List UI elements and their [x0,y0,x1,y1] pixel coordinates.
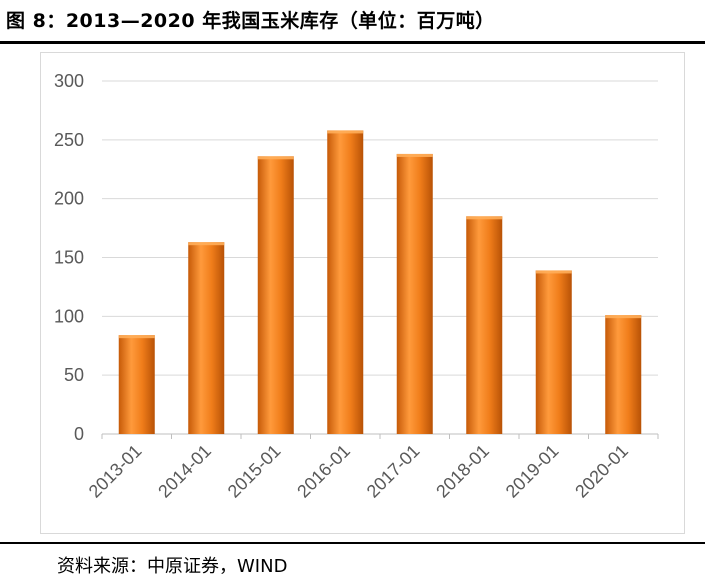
bar-2019-01 [535,270,572,434]
bar-2014-01 [188,242,225,434]
y-tick-label: 0 [74,424,84,444]
bar-2017-01 [396,153,433,434]
bar-top-highlight [118,335,155,339]
bar-top-highlight [605,315,642,319]
x-axis-ticks: 2013-01 2014-01 2015-01 2016-01 2017-01 2018-… [85,441,632,502]
x-tick-label: 2014-01 [154,441,215,502]
bar-top-highlight [535,270,572,274]
bar-2018-01 [466,216,503,434]
source-note: 资料来源：中原证券，WIND [57,556,288,577]
source-divider [0,542,705,544]
bar-2013-01 [118,335,155,434]
y-tick-label: 250 [54,130,84,150]
x-tick-label: 2020-01 [571,441,632,502]
bar-2020-01 [605,315,642,434]
x-tick-label: 2017-01 [363,441,424,502]
x-tick-label: 2018-01 [432,441,493,502]
bar-top-highlight [466,216,503,220]
bar-top-highlight [327,130,364,134]
chart-frame [40,52,685,534]
y-tick-label: 200 [54,189,84,209]
bar-2015-01 [257,156,294,434]
x-tick-label: 2013-01 [85,441,146,502]
y-tick-label: 150 [54,248,84,268]
x-tick-label: 2016-01 [293,441,354,502]
x-tick-label: 2015-01 [224,441,285,502]
y-tick-label: 100 [54,306,84,326]
y-tick-label: 50 [64,365,84,385]
bar-top-highlight [257,156,294,160]
bar-top-highlight [396,153,433,157]
y-axis-ticks: 0 50 100 150 200 250 300 [54,71,84,444]
x-tick-label: 2019-01 [502,441,563,502]
bar-top-highlight [188,242,225,246]
bar-2016-01 [327,130,364,435]
gridlines [101,80,659,439]
title-divider [0,41,705,44]
y-tick-label: 300 [54,71,84,91]
bars [118,130,642,435]
chart-title: 图 8：2013—2020 年我国玉米库存（单位：百万吨） [6,10,495,32]
